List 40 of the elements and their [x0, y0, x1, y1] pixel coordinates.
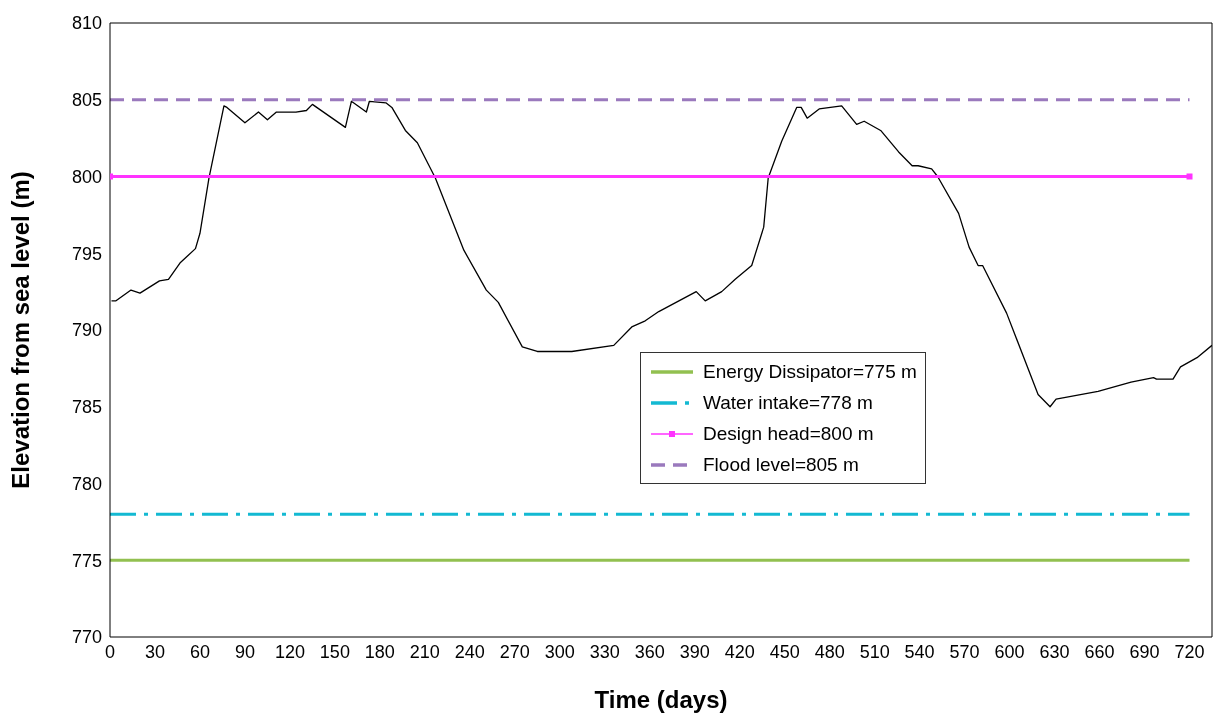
y-tick-label: 775: [71, 550, 102, 571]
y-tick-label: 805: [71, 90, 102, 111]
y-tick-label: 770: [71, 627, 102, 648]
y-tick-label: 790: [71, 320, 102, 341]
x-tick-label: 600: [994, 641, 1025, 662]
x-tick-label: 390: [679, 641, 710, 662]
x-tick-label: 270: [499, 641, 530, 662]
x-tick-label: 210: [409, 641, 440, 662]
legend-label: Energy Dissipator=775 m: [703, 360, 917, 383]
x-tick-label: 630: [1039, 641, 1070, 662]
x-tick-label: 480: [814, 641, 845, 662]
x-tick-label: 120: [274, 641, 305, 662]
x-tick-label: 570: [949, 641, 980, 662]
y-axis-title: Elevation from sea level (m): [6, 171, 34, 489]
y-tick-label: 800: [71, 166, 102, 187]
x-tick-label: 660: [1084, 641, 1115, 662]
x-tick-label: 330: [589, 641, 620, 662]
x-tick-label: 0: [104, 641, 116, 662]
y-tick-label: 785: [71, 397, 102, 418]
x-tick-label: 690: [1129, 641, 1160, 662]
legend-label: Design head=800 m: [703, 422, 874, 445]
x-tick-label: 90: [234, 641, 255, 662]
legend-label: Water intake=778 m: [703, 391, 873, 414]
x-tick-label: 510: [859, 641, 890, 662]
x-axis-title: Time (days): [594, 686, 728, 713]
x-tick-label: 240: [454, 641, 485, 662]
x-tick-label: 300: [544, 641, 575, 662]
x-tick-label: 360: [634, 641, 665, 662]
x-tick-label: 720: [1174, 641, 1205, 662]
legend-label: Flood level=805 m: [703, 453, 859, 476]
y-tick-label: 795: [71, 243, 102, 264]
x-tick-label: 60: [189, 641, 210, 662]
x-tick-label: 540: [904, 641, 935, 662]
x-tick-label: 30: [144, 641, 165, 662]
x-tick-label: 180: [364, 641, 395, 662]
x-tick-label: 420: [724, 641, 755, 662]
x-tick-label: 450: [769, 641, 800, 662]
y-tick-label: 810: [71, 13, 102, 34]
y-tick-label: 780: [71, 473, 102, 494]
x-tick-label: 150: [319, 641, 350, 662]
